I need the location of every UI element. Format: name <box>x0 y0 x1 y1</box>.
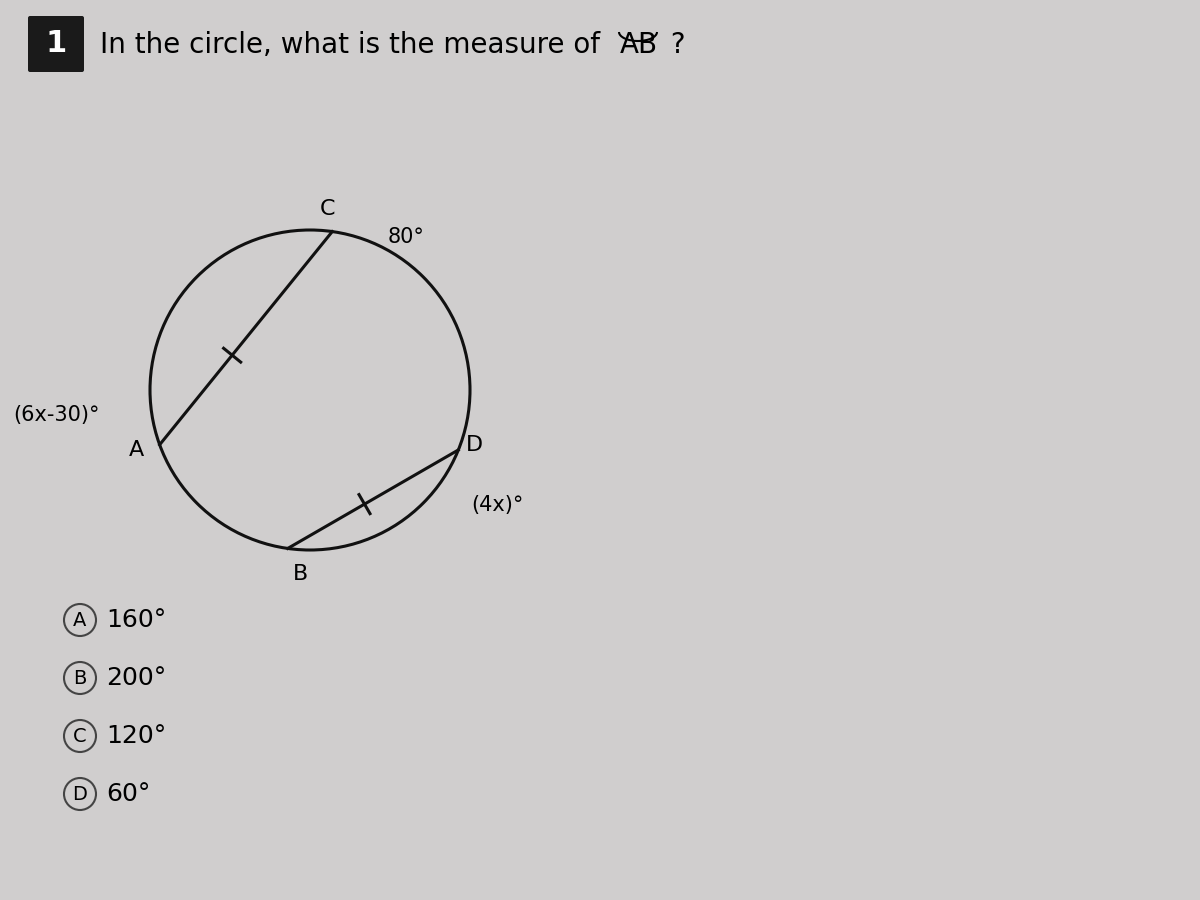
Text: D: D <box>467 435 484 454</box>
FancyBboxPatch shape <box>28 16 84 72</box>
Text: A: A <box>73 610 86 629</box>
Text: C: C <box>319 199 335 219</box>
Text: (6x-30)°: (6x-30)° <box>13 405 100 425</box>
Text: 60°: 60° <box>106 782 150 806</box>
Text: D: D <box>72 785 88 804</box>
Text: A: A <box>128 440 144 460</box>
Text: AB: AB <box>620 31 658 59</box>
Text: 1: 1 <box>46 30 67 58</box>
Text: 200°: 200° <box>106 666 167 690</box>
Text: ?: ? <box>662 31 685 59</box>
Text: 80°: 80° <box>388 227 424 247</box>
Text: In the circle, what is the measure of: In the circle, what is the measure of <box>100 31 608 59</box>
Text: (4x)°: (4x)° <box>472 495 523 515</box>
Text: C: C <box>73 726 86 745</box>
Text: B: B <box>73 669 86 688</box>
Text: B: B <box>293 564 308 584</box>
Text: 120°: 120° <box>106 724 167 748</box>
Text: 160°: 160° <box>106 608 167 632</box>
